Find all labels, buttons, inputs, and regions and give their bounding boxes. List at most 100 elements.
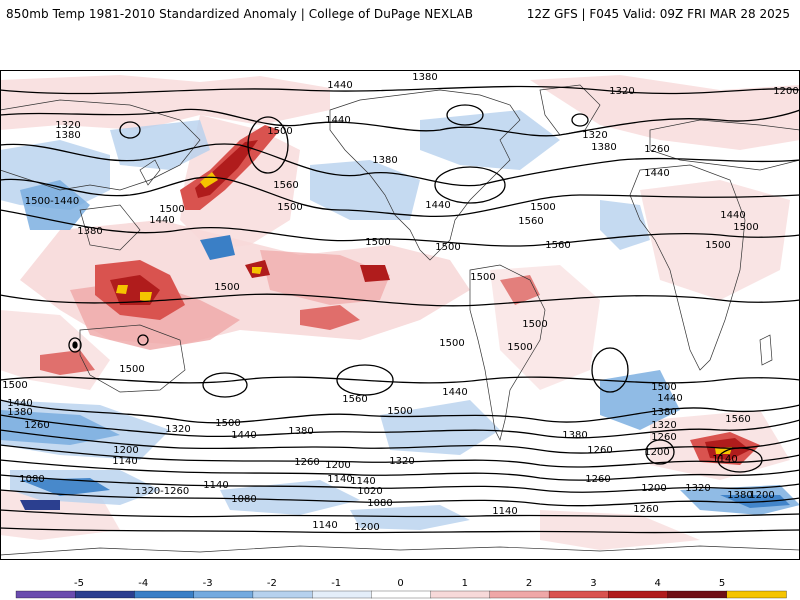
contour-label: 1320	[609, 86, 634, 97]
contour-label: 1500-1440	[25, 196, 80, 207]
map-title: 850mb Temp 1981-2010 Standardized Anomal…	[6, 7, 474, 21]
contour-label: 1140	[312, 520, 337, 531]
contour-label: 1560	[725, 414, 750, 425]
contour-label: 1380	[651, 407, 676, 418]
anomaly-shading	[0, 75, 800, 550]
contour-label: 1440	[327, 80, 352, 91]
color-scale-tick-label: -4	[138, 578, 148, 589]
color-scale-tick-label: 1	[462, 578, 468, 589]
color-scale-tick-label: 5	[719, 578, 725, 589]
contour-label: 1500	[530, 202, 555, 213]
color-scale-tile	[252, 590, 313, 599]
contour-label: 1440	[7, 398, 32, 409]
color-scale-tile	[134, 590, 195, 599]
contour-label: 1380	[77, 226, 102, 237]
color-scale-tile	[312, 590, 373, 599]
contour-label: 1500	[733, 222, 758, 233]
color-scale-tick-label: 4	[655, 578, 661, 589]
contour-label: 1200	[325, 460, 350, 471]
contour-label: 1500	[119, 364, 144, 375]
contour-label: 1500	[267, 126, 292, 137]
anomaly-map: 1440 1380 1320 1200 1320 1380 1440 1500 …	[0, 70, 800, 560]
contour-label: 1320	[651, 420, 676, 431]
header-bar: 850mb Temp 1981-2010 Standardized Anomal…	[0, 0, 800, 30]
contour-label: 1200	[749, 490, 774, 501]
contour-label: 1500	[2, 380, 27, 391]
height-contours	[0, 85, 800, 534]
contour-label: 1200	[113, 445, 138, 456]
contour-label: 1140	[350, 476, 375, 487]
contour-label: 1260	[294, 457, 319, 468]
contour-label: 1380	[727, 490, 752, 501]
contour-label: 1260	[587, 445, 612, 456]
color-scale-tile	[371, 590, 432, 599]
contour-label: 1380	[372, 155, 397, 166]
contour-label: 1260	[651, 432, 676, 443]
contour-label: 1500	[214, 282, 239, 293]
contour-label: 1440	[325, 115, 350, 126]
contour-label: 1440	[720, 210, 745, 221]
contour-label: 1560	[545, 240, 570, 251]
color-scale-ticks: -5 -4 -3 -2 -1 0 1 2 3 4 5	[74, 578, 725, 589]
contour-label: 1080	[367, 498, 392, 509]
color-scale-tile	[193, 590, 254, 599]
contour-label: 1380	[562, 430, 587, 441]
contour-label: 1500	[651, 382, 676, 393]
contour-label: 1500	[705, 240, 730, 251]
color-scale-tick-label: 0	[397, 578, 403, 589]
contour-label: 1500	[159, 204, 184, 215]
color-scale-tile	[548, 590, 609, 599]
color-scale-tile	[489, 590, 550, 599]
contour-label: 1500	[435, 242, 460, 253]
color-scale-tick-label: 2	[526, 578, 532, 589]
contour-label: 1560	[273, 180, 298, 191]
contour-label: 1500	[277, 202, 302, 213]
color-scale-tile	[667, 590, 728, 599]
contour-label: 1500	[439, 338, 464, 349]
contour-label: 1140	[712, 454, 737, 465]
contour-label: 1260	[585, 474, 610, 485]
contour-label: 1440	[231, 430, 256, 441]
contour-label: 1260	[644, 144, 669, 155]
color-scale-tick-label: -1	[331, 578, 341, 589]
contour-label: 1140	[327, 474, 352, 485]
color-scale-tick-label: -5	[74, 578, 84, 589]
contour-label: 1260	[633, 504, 658, 515]
contour-label: 1500	[215, 418, 240, 429]
contour-labels: 1440 1380 1320 1200 1320 1380 1440 1500 …	[2, 72, 798, 533]
contour-label: 1200	[354, 522, 379, 533]
contour-label: 1440	[644, 168, 669, 179]
contour-label: 1500	[507, 342, 532, 353]
contour-label: 1140	[492, 506, 517, 517]
contour-label: 1440	[442, 387, 467, 398]
contour-label: 1200	[644, 447, 669, 458]
contour-label: 1500	[470, 272, 495, 283]
contour-label: 1500	[522, 319, 547, 330]
contour-label: 1380	[7, 407, 32, 418]
contour-label: 1560	[518, 216, 543, 227]
contour-label: 1320	[685, 483, 710, 494]
contour-label: 1500	[365, 237, 390, 248]
contour-label: 1380	[288, 426, 313, 437]
model-run-info: 12Z GFS | F045 Valid: 09Z FRI MAR 28 202…	[526, 7, 790, 21]
contour-label: 1140	[203, 480, 228, 491]
contour-label: 1380	[55, 130, 80, 141]
contour-label: 1440	[149, 215, 174, 226]
contour-label: 1380	[591, 142, 616, 153]
contour-label: 1440	[425, 200, 450, 211]
contour-label: 1380	[412, 72, 437, 83]
contour-label: 1320	[389, 456, 414, 467]
contour-label: 1560	[342, 394, 367, 405]
contour-label: 1200	[641, 483, 666, 494]
contour-label: 1320	[165, 424, 190, 435]
contour-label: 1500	[387, 406, 412, 417]
contour-label: 1320	[55, 120, 80, 131]
coastlines	[0, 84, 800, 556]
color-scale-tiles	[15, 590, 787, 599]
contour-label: 1080	[231, 494, 256, 505]
contour-label: 1440	[657, 393, 682, 404]
contour-label: 1200	[773, 86, 798, 97]
color-scale-tile	[608, 590, 669, 599]
contour-label: 1020	[357, 486, 382, 497]
color-scale-tile	[430, 590, 491, 599]
